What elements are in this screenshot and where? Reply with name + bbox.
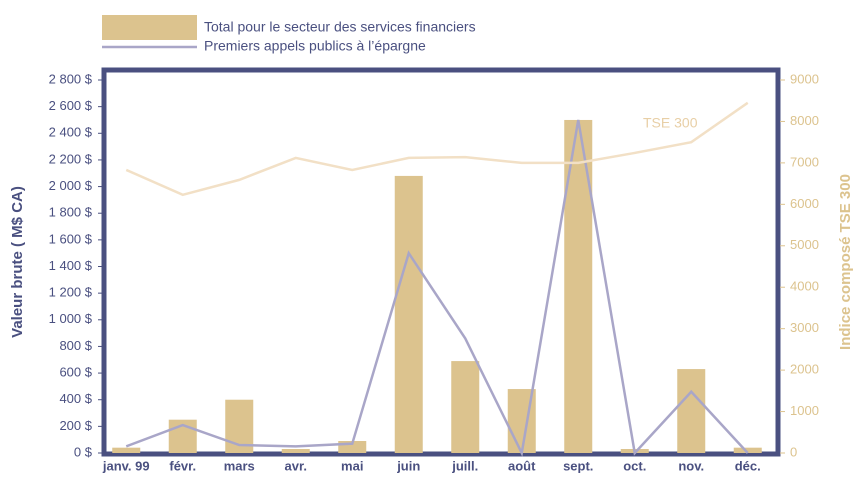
legend-label: Premiers appels publics à l’épargne — [204, 38, 426, 54]
x-tick-label: nov. — [678, 458, 704, 473]
bar — [451, 361, 480, 453]
y-tick-label: 2 200 $ — [49, 151, 93, 166]
annotation: TSE 300 — [643, 115, 698, 131]
y-tick-label: 2 000 $ — [49, 178, 93, 193]
x-tick-label: sept. — [563, 458, 593, 473]
plot-frame — [101, 67, 781, 457]
y-tick-label: 400 $ — [59, 391, 92, 406]
y-tick-label: 800 $ — [59, 338, 92, 353]
y-tick-label: 2 400 $ — [49, 125, 93, 140]
bar — [564, 119, 593, 453]
y2-tick-label: 7000 — [790, 154, 819, 169]
ipo-line — [125, 119, 749, 458]
y-tick-label: 1 000 $ — [49, 311, 93, 326]
legend-label: Total pour le secteur des services finan… — [204, 19, 476, 35]
y2-tick-label: 2000 — [790, 362, 819, 377]
y-tick-label: 1 800 $ — [49, 205, 93, 220]
x-tick-label: mai — [341, 458, 363, 473]
x-tick-label: mars — [224, 458, 255, 473]
bar — [677, 369, 706, 453]
x-tick-label: avr. — [285, 458, 307, 473]
y2-tick-label: 5000 — [790, 237, 819, 252]
y2-tick-label: 1000 — [790, 403, 819, 418]
x-tick-label: janv. 99 — [102, 458, 150, 473]
legend-swatch — [102, 15, 197, 40]
x-tick-label: juill. — [451, 458, 478, 473]
x-tick-label: oct. — [623, 458, 646, 473]
y2-tick-label: 4000 — [790, 279, 819, 294]
x-tick-label: févr. — [169, 458, 196, 473]
x-tick-label: juin — [396, 458, 420, 473]
y2-tick-label: 8000 — [790, 113, 819, 128]
y2-axis-label: Indice composé TSE 300 — [837, 174, 854, 350]
x-tick-label: août — [508, 458, 536, 473]
index-line — [125, 101, 749, 197]
y-axis-label: Valeur brute ( M$ CA) — [9, 186, 26, 338]
y2-tick-label: 0 — [790, 444, 797, 459]
bar — [281, 449, 310, 453]
bar — [733, 447, 762, 453]
y2-tick-label: 6000 — [790, 196, 819, 211]
y-tick-label: 0 $ — [74, 444, 93, 459]
bar — [112, 447, 141, 453]
y-tick-label: 1 200 $ — [49, 285, 93, 300]
x-tick-label: déc. — [735, 458, 761, 473]
bar — [338, 441, 367, 453]
y-tick-label: 1 600 $ — [49, 231, 93, 246]
y-tick-label: 2 600 $ — [49, 98, 93, 113]
bar — [394, 175, 423, 453]
y-tick-label: 600 $ — [59, 365, 92, 380]
y-tick-label: 2 800 $ — [49, 71, 93, 86]
y-tick-label: 1 400 $ — [49, 258, 93, 273]
y2-tick-label: 3000 — [790, 320, 819, 335]
y-tick-label: 200 $ — [59, 418, 92, 433]
y2-tick-label: 9000 — [790, 71, 819, 86]
